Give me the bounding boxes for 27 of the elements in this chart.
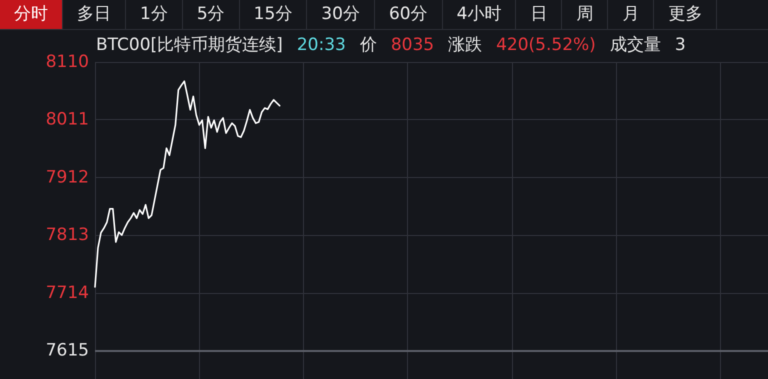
text: 月 (608, 0, 654, 29)
text: 日 (516, 0, 562, 29)
y-tick-label: 7615 (46, 340, 89, 360)
text: 4小时 (442, 0, 516, 29)
text: 60分 (374, 0, 443, 29)
y-tick-label: 7912 (46, 167, 89, 188)
y-tick-label: 7813 (46, 225, 89, 246)
text: 15分 (240, 0, 308, 29)
text: 8035 (390, 35, 434, 55)
text: 20:33 (296, 35, 346, 55)
text: 3 (674, 35, 686, 55)
text: 周 (562, 0, 608, 29)
text: 涨跌 (448, 35, 482, 55)
line-series (94, 80, 280, 288)
text: 成交量 (610, 35, 661, 55)
text: 30分 (307, 0, 375, 29)
chart-title: BTC00[比特币期货连续] (96, 35, 283, 55)
text: 多日 (63, 0, 126, 29)
text: 420(5.52%) (496, 35, 596, 55)
text: 更多 (654, 0, 718, 29)
text: 分时 (0, 0, 63, 29)
y-tick-label: 8110 (46, 52, 89, 72)
y-tick-label: 8011 (46, 110, 89, 130)
text: 1分 (126, 0, 183, 29)
text: 5分 (182, 0, 240, 29)
y-tick-label: 7714 (46, 282, 89, 303)
text: 价 (360, 35, 377, 55)
